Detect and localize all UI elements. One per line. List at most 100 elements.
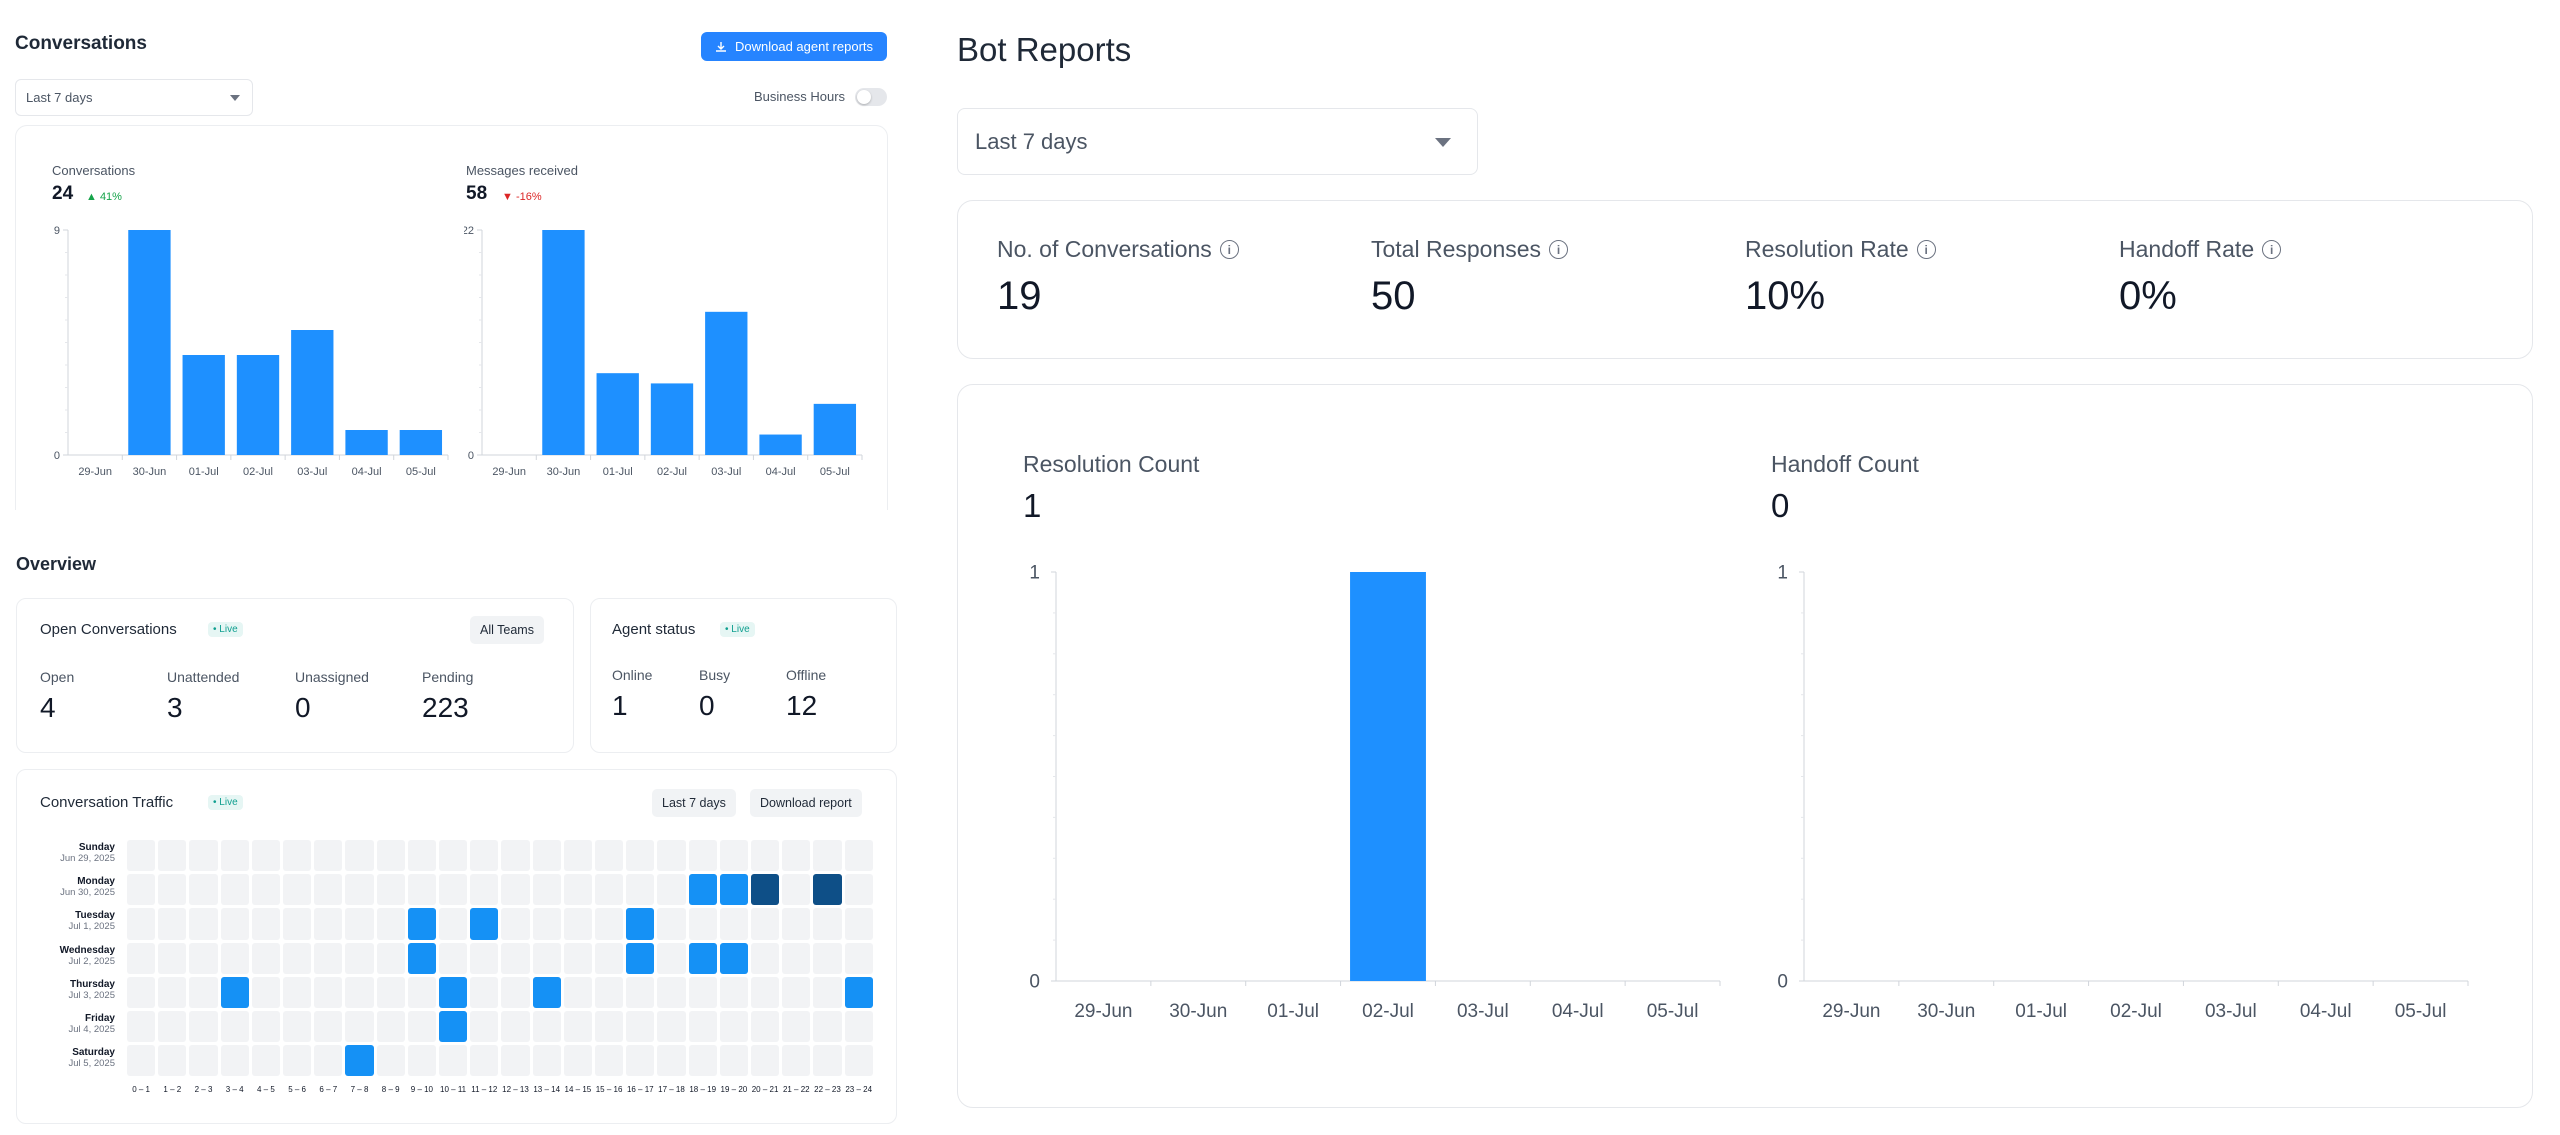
- heatmap-cell[interactable]: [376, 874, 405, 906]
- info-icon[interactable]: i: [1219, 240, 1239, 259]
- heatmap-cell[interactable]: [501, 908, 530, 940]
- heatmap-cell[interactable]: [532, 874, 561, 906]
- heatmap-cell[interactable]: [626, 840, 655, 872]
- heatmap-cell[interactable]: [376, 942, 405, 974]
- heatmap-cell[interactable]: [314, 874, 343, 906]
- heatmap-cell[interactable]: [407, 976, 436, 1008]
- heatmap-cell[interactable]: [501, 874, 530, 906]
- heatmap-cell[interactable]: [657, 1045, 686, 1077]
- heatmap-cell[interactable]: [407, 1045, 436, 1077]
- heatmap-cell[interactable]: [813, 976, 842, 1008]
- heatmap-cell[interactable]: [563, 976, 592, 1008]
- heatmap-cell[interactable]: [532, 840, 561, 872]
- heatmap-cell[interactable]: [751, 874, 780, 906]
- heatmap-cell[interactable]: [813, 942, 842, 974]
- heatmap-cell[interactable]: [657, 840, 686, 872]
- heatmap-cell[interactable]: [158, 840, 187, 872]
- heatmap-cell[interactable]: [251, 1045, 280, 1077]
- heatmap-cell[interactable]: [688, 976, 717, 1008]
- heatmap-cell[interactable]: [844, 976, 873, 1008]
- heatmap-cell[interactable]: [657, 874, 686, 906]
- heatmap-cell[interactable]: [439, 840, 468, 872]
- heatmap-cell[interactable]: [470, 976, 499, 1008]
- heatmap-cell[interactable]: [782, 874, 811, 906]
- business-hours-toggle[interactable]: [855, 88, 887, 106]
- heatmap-cell[interactable]: [688, 908, 717, 940]
- heatmap-cell[interactable]: [127, 1011, 156, 1043]
- heatmap-cell[interactable]: [844, 874, 873, 906]
- heatmap-cell[interactable]: [501, 1011, 530, 1043]
- heatmap-cell[interactable]: [283, 908, 312, 940]
- heatmap-cell[interactable]: [158, 942, 187, 974]
- conversations-period-select[interactable]: Last 7 days: [15, 79, 253, 116]
- heatmap-cell[interactable]: [283, 1011, 312, 1043]
- heatmap-cell[interactable]: [251, 942, 280, 974]
- bot-period-select[interactable]: Last 7 days: [957, 108, 1478, 175]
- heatmap-cell[interactable]: [439, 976, 468, 1008]
- heatmap-cell[interactable]: [688, 874, 717, 906]
- heatmap-cell[interactable]: [314, 942, 343, 974]
- heatmap-cell[interactable]: [376, 840, 405, 872]
- heatmap-cell[interactable]: [376, 908, 405, 940]
- heatmap-cell[interactable]: [127, 942, 156, 974]
- heatmap-cell[interactable]: [127, 874, 156, 906]
- heatmap-cell[interactable]: [595, 1011, 624, 1043]
- heatmap-cell[interactable]: [595, 942, 624, 974]
- heatmap-cell[interactable]: [501, 976, 530, 1008]
- heatmap-cell[interactable]: [189, 908, 218, 940]
- heatmap-cell[interactable]: [626, 976, 655, 1008]
- heatmap-cell[interactable]: [563, 874, 592, 906]
- heatmap-cell[interactable]: [220, 1011, 249, 1043]
- heatmap-cell[interactable]: [407, 874, 436, 906]
- download-report-button[interactable]: Download report: [750, 789, 862, 817]
- heatmap-cell[interactable]: [158, 874, 187, 906]
- heatmap-cell[interactable]: [782, 840, 811, 872]
- heatmap-cell[interactable]: [501, 1045, 530, 1077]
- heatmap-cell[interactable]: [813, 1011, 842, 1043]
- heatmap-cell[interactable]: [251, 1011, 280, 1043]
- heatmap-cell[interactable]: [719, 908, 748, 940]
- heatmap-cell[interactable]: [470, 840, 499, 872]
- heatmap-cell[interactable]: [719, 1011, 748, 1043]
- heatmap-cell[interactable]: [595, 840, 624, 872]
- heatmap-cell[interactable]: [532, 908, 561, 940]
- heatmap-cell[interactable]: [376, 976, 405, 1008]
- heatmap-cell[interactable]: [751, 840, 780, 872]
- heatmap-cell[interactable]: [719, 840, 748, 872]
- heatmap-cell[interactable]: [563, 908, 592, 940]
- heatmap-cell[interactable]: [220, 942, 249, 974]
- heatmap-cell[interactable]: [719, 1045, 748, 1077]
- heatmap-cell[interactable]: [501, 942, 530, 974]
- heatmap-cell[interactable]: [189, 976, 218, 1008]
- heatmap-cell[interactable]: [189, 874, 218, 906]
- heatmap-cell[interactable]: [657, 908, 686, 940]
- heatmap-cell[interactable]: [345, 1045, 374, 1077]
- heatmap-cell[interactable]: [220, 908, 249, 940]
- heatmap-cell[interactable]: [127, 840, 156, 872]
- heatmap-cell[interactable]: [407, 942, 436, 974]
- heatmap-cell[interactable]: [563, 1011, 592, 1043]
- heatmap-cell[interactable]: [657, 976, 686, 1008]
- heatmap-cell[interactable]: [127, 976, 156, 1008]
- heatmap-cell[interactable]: [439, 1011, 468, 1043]
- heatmap-cell[interactable]: [782, 942, 811, 974]
- heatmap-cell[interactable]: [220, 1045, 249, 1077]
- heatmap-cell[interactable]: [127, 908, 156, 940]
- heatmap-cell[interactable]: [314, 840, 343, 872]
- heatmap-cell[interactable]: [376, 1045, 405, 1077]
- heatmap-cell[interactable]: [470, 1011, 499, 1043]
- heatmap-cell[interactable]: [626, 1011, 655, 1043]
- info-icon[interactable]: i: [2262, 240, 2282, 259]
- heatmap-cell[interactable]: [688, 1011, 717, 1043]
- heatmap-cell[interactable]: [719, 976, 748, 1008]
- heatmap-cell[interactable]: [532, 976, 561, 1008]
- heatmap-cell[interactable]: [283, 1045, 312, 1077]
- heatmap-cell[interactable]: [251, 908, 280, 940]
- heatmap-cell[interactable]: [719, 874, 748, 906]
- heatmap-cell[interactable]: [813, 1045, 842, 1077]
- heatmap-cell[interactable]: [345, 874, 374, 906]
- heatmap-cell[interactable]: [719, 942, 748, 974]
- heatmap-cell[interactable]: [688, 942, 717, 974]
- heatmap-cell[interactable]: [158, 908, 187, 940]
- heatmap-cell[interactable]: [439, 874, 468, 906]
